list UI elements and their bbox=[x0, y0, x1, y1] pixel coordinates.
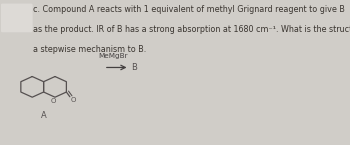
Text: O: O bbox=[71, 97, 76, 103]
Text: MeMgBr: MeMgBr bbox=[98, 53, 128, 59]
Text: a stepwise mechanism to B.: a stepwise mechanism to B. bbox=[33, 45, 146, 54]
Text: as the product. IR of B has a strong absorption at 1680 cm⁻¹. What is the struct: as the product. IR of B has a strong abs… bbox=[33, 25, 350, 34]
Text: B: B bbox=[131, 63, 137, 72]
Text: A: A bbox=[41, 111, 47, 120]
FancyBboxPatch shape bbox=[1, 4, 33, 32]
Text: c. Compound A reacts with 1 equivalent of methyl Grignard reagent to give B: c. Compound A reacts with 1 equivalent o… bbox=[33, 5, 344, 14]
Text: O: O bbox=[51, 98, 56, 104]
